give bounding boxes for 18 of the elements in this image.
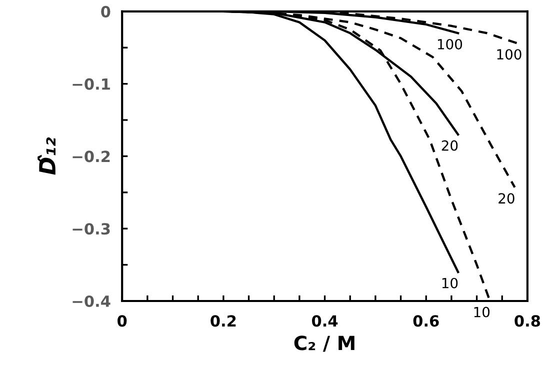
y-tick-label: −0.1 — [72, 78, 110, 90]
series-label: 100 — [438, 38, 462, 50]
x-tick-label: 0.6 — [413, 315, 439, 327]
y-tick-label: −0.2 — [72, 150, 110, 162]
y-tick-label: −0.3 — [72, 223, 110, 235]
x-tick-label: 0.2 — [210, 315, 236, 327]
y-axis-title: D̂₁₂ — [38, 137, 56, 175]
series-label: 20 — [498, 193, 514, 204]
x-axis-title: C₂ / M — [294, 336, 354, 352]
series-label: 100 — [497, 49, 522, 60]
x-tick-label: 0.8 — [514, 315, 540, 327]
series-label: 20 — [442, 140, 458, 151]
x-tick-label: 0 — [118, 315, 127, 327]
x-tick-label: 0.4 — [312, 315, 338, 327]
y-tick-label: −0.4 — [72, 295, 110, 308]
series-label: 10 — [474, 306, 490, 318]
series-label: 10 — [442, 278, 458, 288]
y-tick-label: 0 — [101, 6, 110, 18]
